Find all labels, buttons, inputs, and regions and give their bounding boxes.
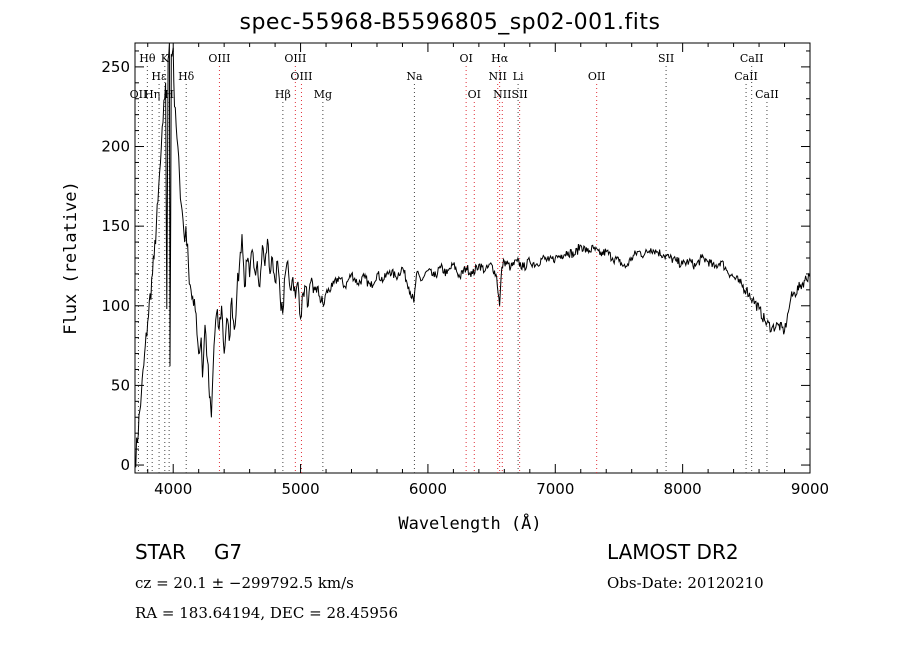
plot-border xyxy=(134,42,811,474)
line-marker-label: CaII xyxy=(755,88,779,101)
line-marker-label: CaII xyxy=(740,52,764,65)
line-marker-label: CaII xyxy=(734,70,758,83)
line-marker-label: NII xyxy=(489,70,507,83)
line-marker-label: OIII xyxy=(290,70,312,83)
y-tick-label: 150 xyxy=(101,217,130,235)
y-tick-label: 200 xyxy=(101,138,130,156)
line-marker-label: Na xyxy=(406,70,423,83)
line-marker-label: K xyxy=(161,52,170,65)
line-marker-label: OI xyxy=(459,52,472,65)
line-marker-label: OIII xyxy=(208,52,230,65)
y-axis-label: Flux (relative) xyxy=(61,181,81,335)
line-marker-label: OII xyxy=(130,88,148,101)
x-tick-label: 7000 xyxy=(536,480,574,498)
line-markers: OIIHθHηHεKHHδOIIIHβOIIIOIIIMgNaOIOIHαNII… xyxy=(130,52,779,473)
line-marker-label: OII xyxy=(588,70,606,83)
chart-title: spec-55968-B5596805_sp02-001.fits xyxy=(239,10,661,35)
line-marker-label: Hα xyxy=(491,52,509,65)
line-marker-label: SII xyxy=(512,88,528,101)
line-marker-label: OI xyxy=(468,88,481,101)
plot-frame xyxy=(134,42,811,474)
x-axis-label: Wavelength (Å) xyxy=(398,512,541,534)
survey-label: LAMOST DR2 xyxy=(607,540,739,564)
object-class: STAR xyxy=(135,540,186,564)
spectrum-series xyxy=(134,42,811,468)
redshift-line: cz = 20.1 ± −299792.5 km/s xyxy=(135,574,354,592)
line-marker-label: Hδ xyxy=(178,70,195,83)
axes: 4000 5000 6000 7000 8000 9000 0 50 100 150 200 250 xyxy=(101,43,829,498)
line-marker-label: NII xyxy=(493,88,511,101)
x-tick-label: 5000 xyxy=(281,480,319,498)
line-marker-label: OIII xyxy=(284,52,306,65)
line-marker-label: Mg xyxy=(314,88,332,101)
x-tick-label: 4000 xyxy=(154,480,192,498)
line-marker-label: Hβ xyxy=(275,88,291,101)
y-tick-label: 0 xyxy=(120,456,130,474)
x-tick-label: 9000 xyxy=(791,480,829,498)
y-tick-label: 250 xyxy=(101,58,130,76)
spectrum-line xyxy=(134,42,811,468)
object-subclass: G7 xyxy=(213,540,243,564)
y-tick-label: 100 xyxy=(101,297,130,315)
x-tick-label: 6000 xyxy=(409,480,447,498)
line-marker-label: Hθ xyxy=(139,52,156,65)
line-marker-label: Hη xyxy=(144,88,160,101)
x-tick-label: 8000 xyxy=(664,480,702,498)
coordinates-line: RA = 183.64194, DEC = 28.45956 xyxy=(135,604,399,622)
classification-line: STAR G7 xyxy=(135,540,242,564)
obs-date: Obs-Date: 20120210 xyxy=(607,574,764,592)
line-marker-label: SII xyxy=(658,52,674,65)
line-marker-label: Li xyxy=(513,70,524,83)
line-marker-label: Hε xyxy=(151,70,167,83)
y-tick-label: 50 xyxy=(111,376,130,394)
